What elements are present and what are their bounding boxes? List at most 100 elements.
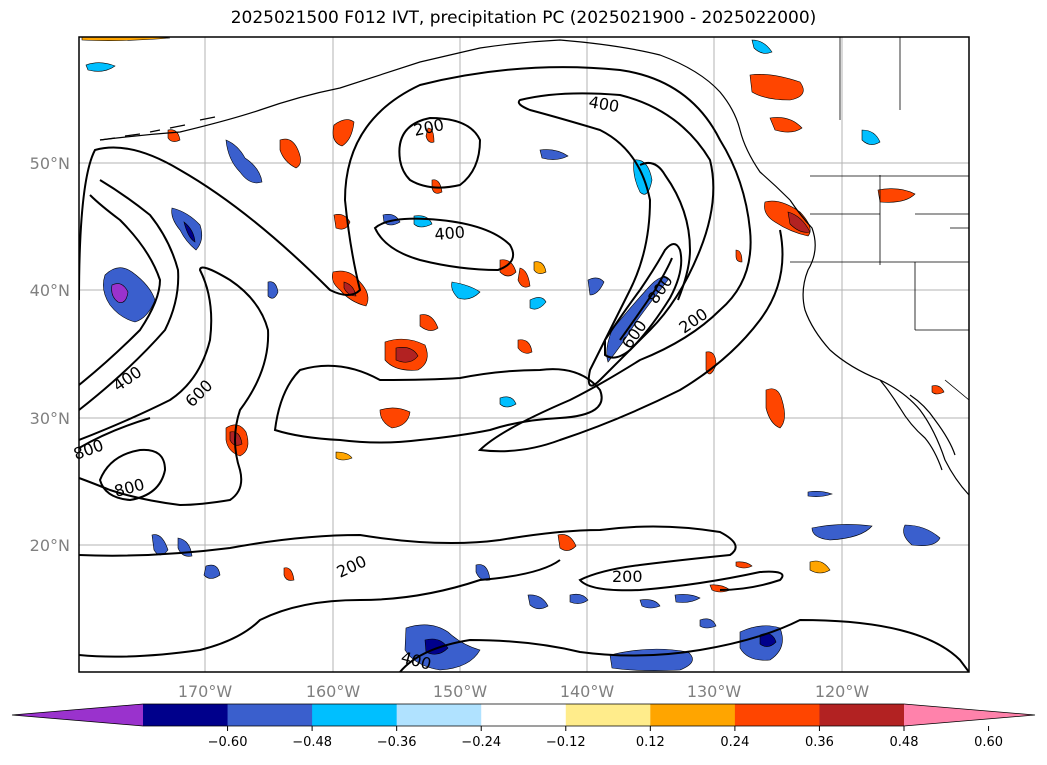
pos-blob: [81, 37, 171, 41]
colorbar-segment: [565, 704, 651, 726]
lon-label: 160°W: [306, 682, 361, 701]
ivt-contour-200: [79, 525, 784, 592]
neg-blob: [529, 297, 547, 310]
neg-blob: [85, 62, 116, 72]
ivt-contour-600: [639, 162, 692, 301]
pos-blob: [931, 385, 945, 395]
neg-blob: [267, 281, 279, 299]
neg-blob: [811, 524, 873, 541]
ivt-contour-400: [517, 92, 715, 387]
pos-blob: [379, 407, 411, 429]
colorbar-tick-label: −0.12: [546, 735, 586, 750]
neg-blob: [203, 564, 221, 579]
ivt-contour-400: [398, 116, 482, 189]
colorbar-outline: [11, 703, 1036, 727]
ivt-contour-800: [79, 417, 151, 449]
neg-blob: [606, 277, 669, 363]
latitude-labels: 50°N 40°N 30°N 20°N: [30, 154, 70, 555]
neg-blob: [569, 593, 589, 604]
lat-label: 50°N: [30, 154, 70, 173]
pos-blob: [557, 534, 577, 551]
colorbar: −0.60 −0.48 −0.36 −0.24 −0.12 0.12 0.24 0.36 0.4…: [11, 703, 1036, 750]
colorbar-segment: [481, 704, 567, 726]
neg-blob: [639, 599, 661, 609]
colorbar-segment: [227, 704, 313, 726]
ivt-contour-800: [619, 257, 673, 341]
neg-blob: [527, 594, 549, 610]
colorbar-tick-label: 0.12: [636, 735, 665, 750]
pos-blob: [419, 314, 439, 331]
pos-blob: [279, 138, 301, 169]
neg-blob: [699, 618, 717, 629]
map-title: 2025021500 F012 IVT, precipitation PC (2…: [230, 8, 817, 28]
contour-label: 400: [434, 222, 466, 244]
map-frame: [78, 36, 970, 673]
longitude-labels: 170°W 160°W 150°W 140°W 130°W 120°W: [178, 682, 870, 701]
neg-blob: [751, 39, 773, 54]
neg-blob: [674, 594, 701, 603]
pos-blob: [517, 267, 531, 288]
pos-blob: [343, 281, 357, 297]
bc-coast: [789, 199, 969, 496]
lon-label: 130°W: [687, 682, 742, 701]
ivt-contour-400: [373, 217, 514, 272]
colorbar-tick-label: 0.60: [974, 735, 1003, 750]
aleutian-islands: [99, 116, 216, 141]
pos-blob: [749, 74, 804, 101]
lon-label: 140°W: [560, 682, 615, 701]
neg-blob: [451, 281, 481, 300]
lon-label: 170°W: [178, 682, 233, 701]
ivt-contour-400: [79, 179, 180, 411]
state-border: [790, 175, 969, 401]
neg-blob: [151, 534, 169, 556]
colorbar-segment: [734, 704, 820, 726]
ivt-contour-200: [399, 618, 969, 672]
pos-blob: [283, 567, 295, 581]
colorbar-segment: [396, 704, 482, 726]
neg-blob: [587, 277, 605, 296]
pos-blob: [877, 188, 916, 203]
precip-negative-areas: [85, 39, 941, 671]
colorbar-tick-label: −0.48: [292, 735, 332, 750]
pos-blob: [499, 259, 517, 277]
colorbar-tick-label: 0.48: [890, 735, 919, 750]
pos-blob: [735, 561, 753, 569]
precip-positive-areas: [81, 37, 945, 593]
pos-blob: [395, 347, 419, 363]
ivt-contour-200: [79, 559, 561, 658]
pos-blob: [335, 451, 353, 461]
pos-blob: [765, 388, 785, 429]
graticule: [79, 37, 969, 672]
colorbar-extend-high: [904, 704, 1035, 726]
neg-blob: [807, 491, 833, 497]
lon-label: 120°W: [815, 682, 870, 701]
pos-blob: [425, 127, 435, 143]
pos-blob: [735, 249, 743, 263]
neg-blob: [539, 149, 569, 160]
colorbar-segment: [312, 704, 398, 726]
contour-label: 200: [612, 567, 643, 586]
colorbar-extend-low: [12, 704, 143, 726]
neg-blob: [499, 396, 517, 408]
borders: [790, 37, 969, 401]
pos-blob: [517, 339, 533, 354]
ivt-contour-600: [79, 266, 270, 507]
colorbar-tick-label: 0.24: [720, 735, 749, 750]
neg-blob: [103, 267, 156, 323]
colorbar-segment: [819, 704, 905, 726]
pos-blob: [787, 211, 811, 233]
colorbar-segment: [143, 704, 229, 726]
neg-blob: [225, 139, 263, 184]
neg-blob: [183, 221, 196, 243]
lat-label: 30°N: [30, 409, 70, 428]
ivt-contour-400: [79, 194, 162, 386]
pos-blob: [809, 560, 831, 574]
pos-blob: [332, 119, 355, 147]
ivt-contour-200: [273, 364, 603, 444]
pos-blob: [769, 117, 803, 133]
lon-label: 150°W: [433, 682, 488, 701]
pos-blob: [533, 261, 547, 274]
lat-label: 20°N: [30, 536, 70, 555]
ivt-contour-800: [98, 448, 167, 502]
